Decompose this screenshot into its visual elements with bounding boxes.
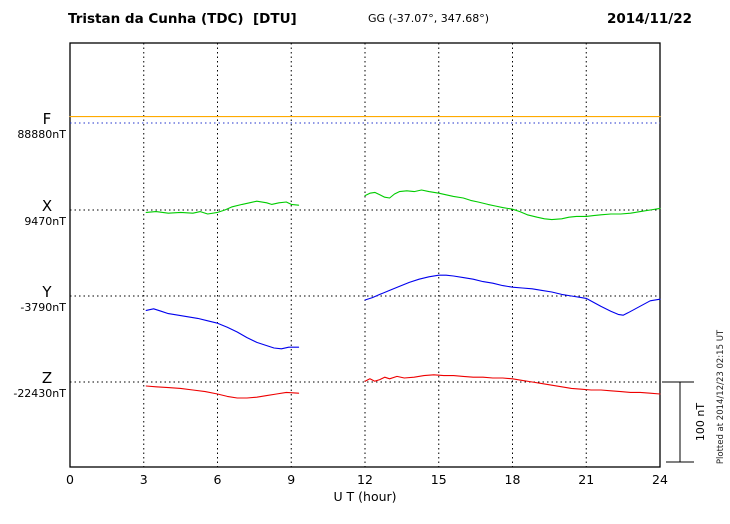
plotted-at-note: Plotted at 2014/12/23 02:15 UT <box>716 329 726 464</box>
x-tick-label-6: 6 <box>214 472 222 487</box>
station-title: Tristan da Cunha (TDC) [DTU] <box>68 11 297 27</box>
component-baselines <box>70 122 660 383</box>
component-letter-F: F <box>43 110 52 128</box>
component-value-Y: -3790nT <box>20 301 66 314</box>
scale-bar-label: 100 nT <box>694 403 707 441</box>
component-value-Z: -22430nT <box>13 387 66 400</box>
trace-Z-segment-0 <box>145 385 300 399</box>
x-tick-label-0: 0 <box>66 472 74 487</box>
trace-X-segment-1 <box>364 189 661 221</box>
component-letter-Y: Y <box>41 283 52 301</box>
component-value-F: 88880nT <box>17 128 66 141</box>
plot-date: 2014/11/22 <box>607 11 692 27</box>
x-tick-label-9: 9 <box>287 472 295 487</box>
gg-coordinates: GG (-37.07°, 347.68°) <box>368 12 489 25</box>
trace-Y-segment-1 <box>364 274 661 316</box>
scale-bar: 100 nT <box>662 381 707 463</box>
traces <box>69 116 661 399</box>
gridlines <box>143 43 587 467</box>
component-value-X: 9470nT <box>24 215 66 228</box>
component-letter-Z: Z <box>42 369 52 387</box>
x-tick-label-24: 24 <box>652 472 668 487</box>
x-tick-label-15: 15 <box>431 472 447 487</box>
trace-Y-segment-0 <box>145 308 300 350</box>
trace-X-segment-0 <box>145 200 300 215</box>
x-tick-label-21: 21 <box>578 472 594 487</box>
x-tick-label-3: 3 <box>140 472 148 487</box>
x-tick-label-12: 12 <box>357 472 373 487</box>
x-axis-title: U T (hour) <box>333 489 396 504</box>
x-tick-label-18: 18 <box>505 472 521 487</box>
trace-Z-segment-1 <box>364 374 661 395</box>
component-letter-X: X <box>42 197 52 215</box>
x-tick-labels: 0 3 6 9 12 15 18 21 24 <box>66 472 668 487</box>
